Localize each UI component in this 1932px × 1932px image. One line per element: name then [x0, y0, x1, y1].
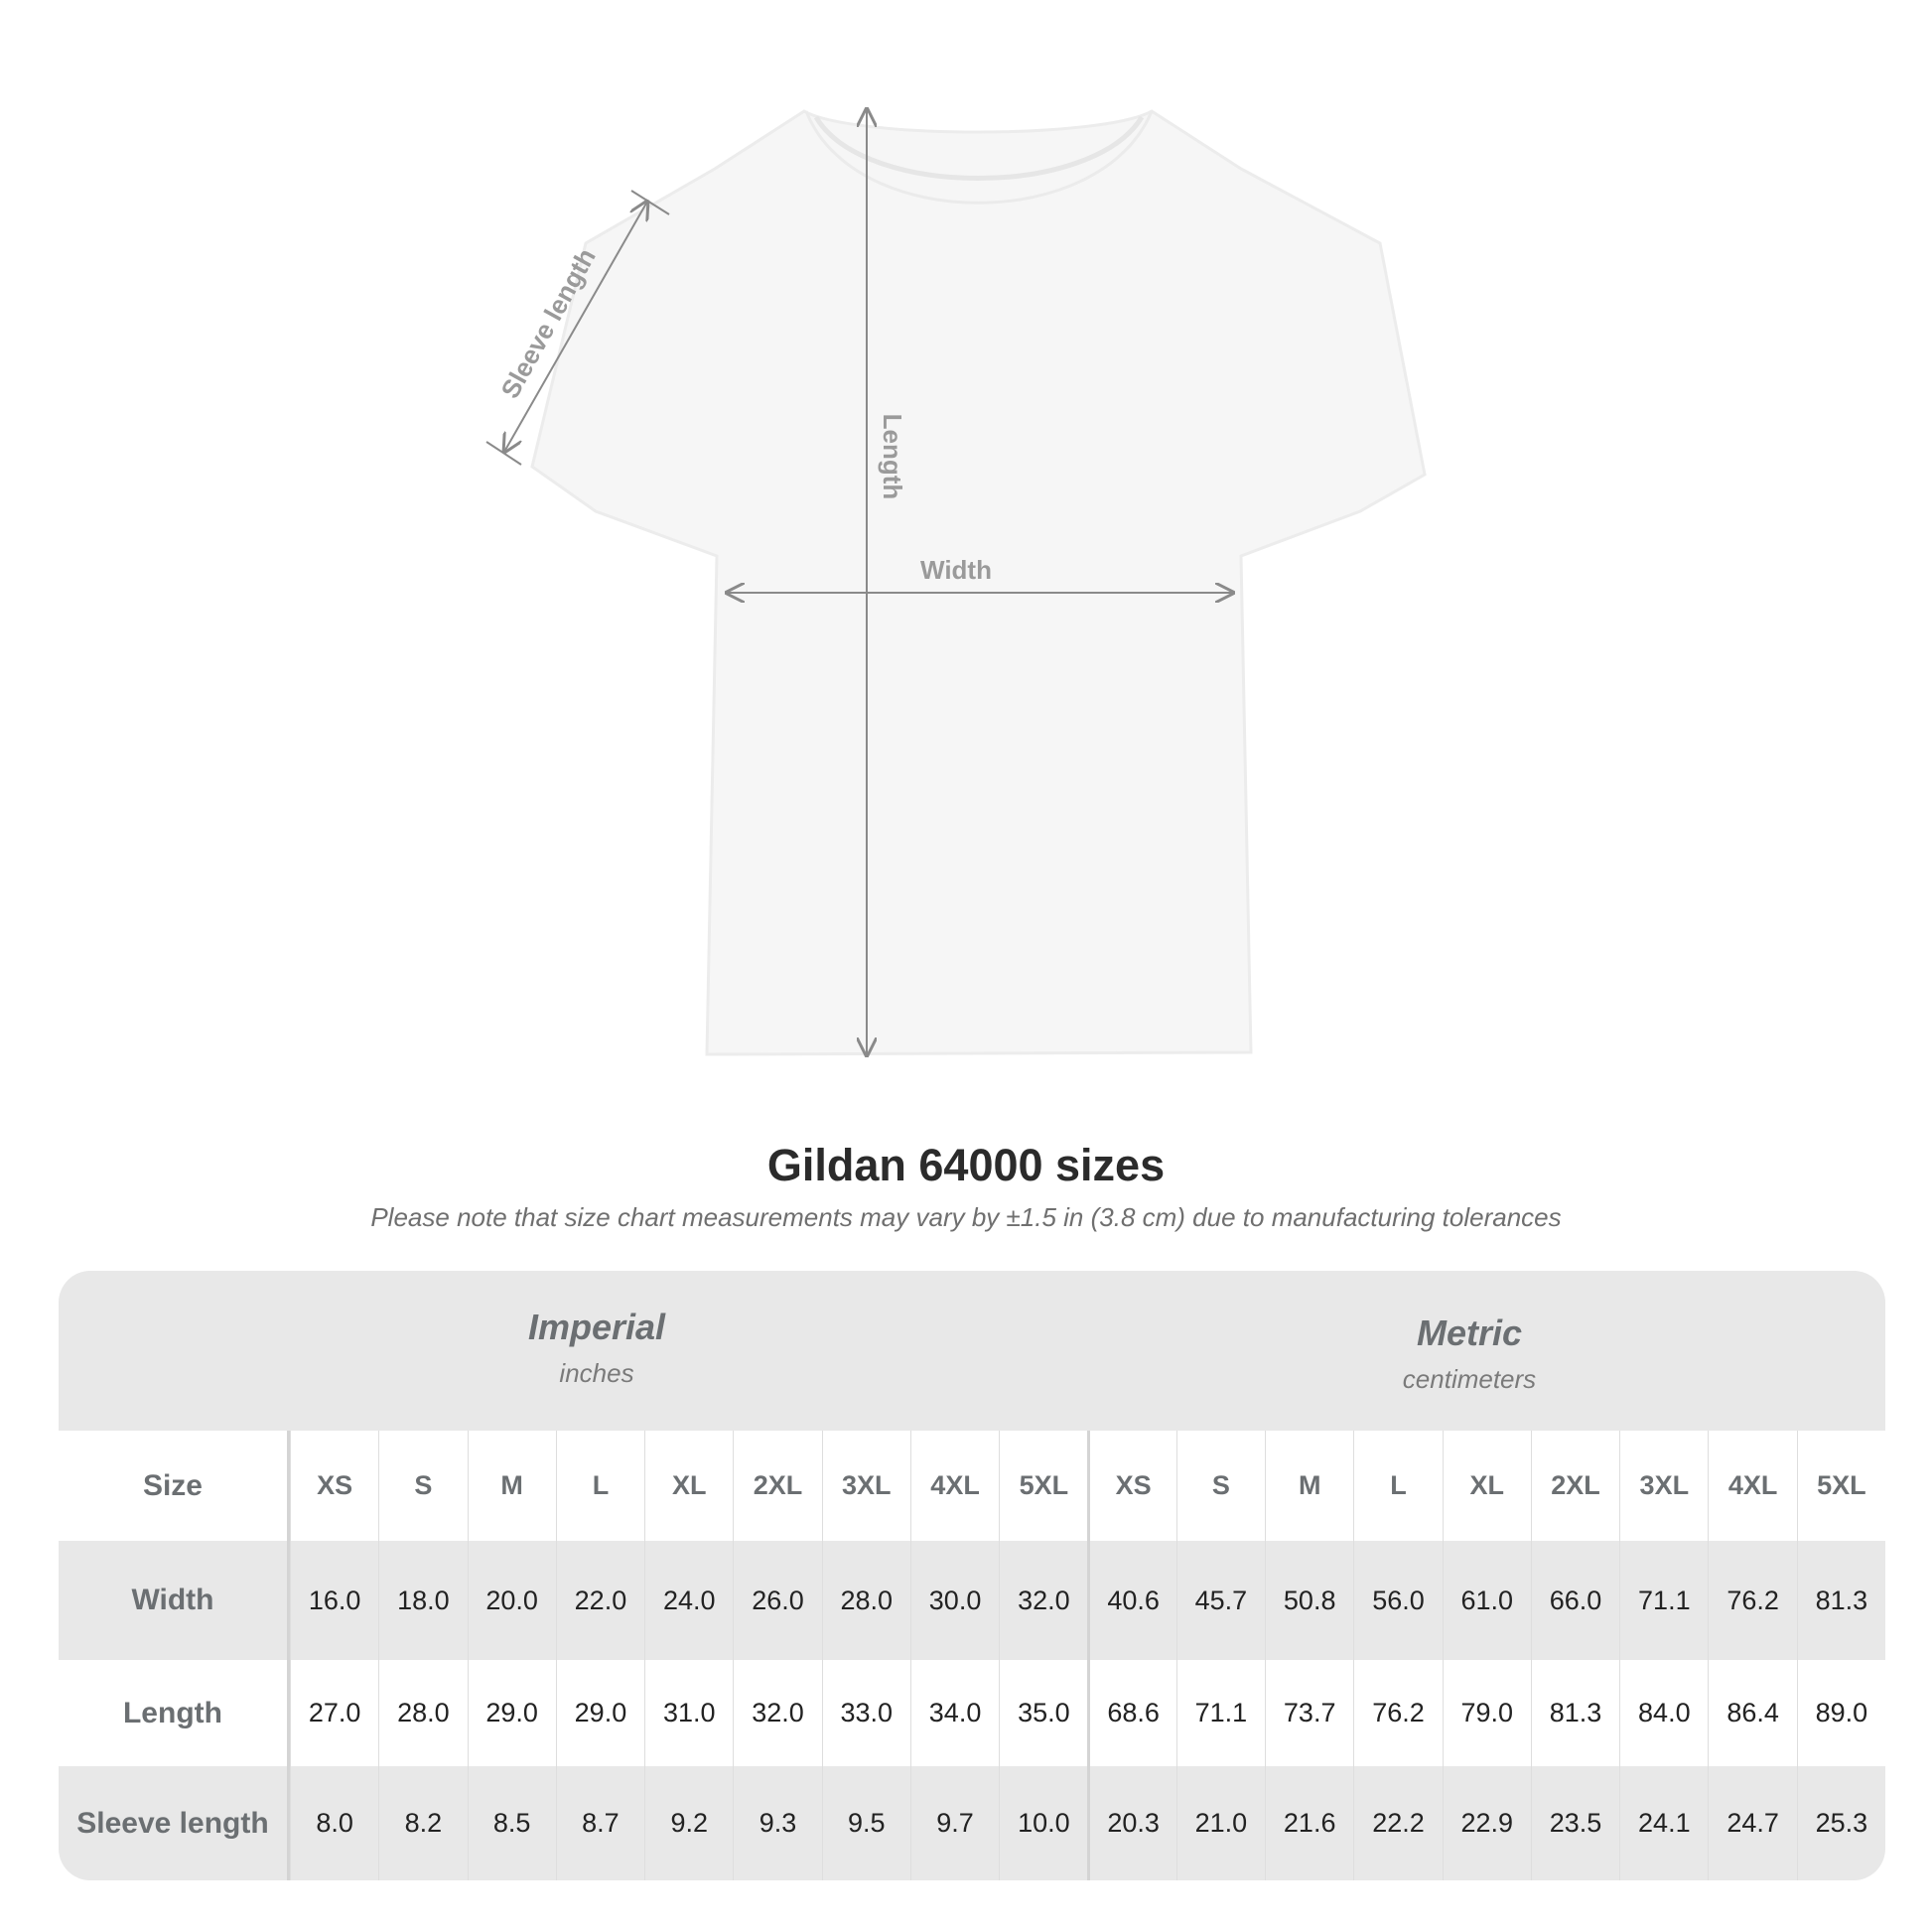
row-label: Sleeve length [59, 1766, 290, 1880]
table-cell-imperial: 27.0 [289, 1660, 378, 1766]
table-cell-imperial: 9.3 [733, 1766, 821, 1880]
table-cell-imperial: 18.0 [378, 1541, 467, 1660]
row-label: Width [59, 1541, 290, 1660]
table-cell-metric: 73.7 [1265, 1660, 1353, 1766]
size-header-imperial: 4XL [909, 1431, 999, 1541]
table-cell-metric: 24.7 [1708, 1766, 1796, 1880]
size-header-metric: 3XL [1619, 1431, 1708, 1541]
table-cell-metric: 81.3 [1796, 1541, 1885, 1660]
table-cell-imperial: 35.0 [999, 1660, 1087, 1766]
table-cell-imperial: 8.0 [289, 1766, 378, 1880]
table-cell-metric: 86.4 [1708, 1660, 1796, 1766]
table-cell-metric: 61.0 [1442, 1541, 1531, 1660]
table-row-sleeve-length: Sleeve length 8.0 8.2 8.5 8.7 9.2 9.3 9.5 9.7 10.… [59, 1766, 1885, 1880]
table-cell-metric: 76.2 [1708, 1541, 1796, 1660]
imperial-header: Imperial inches [348, 1307, 845, 1389]
table-cell-imperial: 32.0 [999, 1541, 1087, 1660]
metric-unit: centimeters [1402, 1364, 1537, 1394]
table-cell-metric: 66.0 [1530, 1541, 1619, 1660]
size-header-imperial: XL [644, 1431, 733, 1541]
size-header-metric: XL [1442, 1431, 1531, 1541]
table-cell-metric: 45.7 [1175, 1541, 1265, 1660]
size-header-imperial: L [555, 1431, 644, 1541]
size-header-row: Size XS S M L XL 2XL 3XL 4XL 5XL XS S M L XL 2XL 3XL 4XL… [59, 1431, 1885, 1541]
table-cell-imperial: 20.0 [467, 1541, 556, 1660]
table-cell-imperial: 8.7 [555, 1766, 644, 1880]
table-cell-metric: 56.0 [1353, 1541, 1442, 1660]
table-cell-metric: 21.0 [1175, 1766, 1265, 1880]
table-row-length: Length 27.0 28.0 29.0 29.0 31.0 32.0 33.0 34.0 35… [59, 1660, 1885, 1766]
width-label: Width [920, 555, 992, 585]
size-header-metric: XS [1087, 1431, 1175, 1541]
metric-header: Metric centimeters [1221, 1312, 1718, 1395]
size-header-metric: 4XL [1708, 1431, 1796, 1541]
tshirt-diagram: Sleeve length Length Width [485, 0, 1427, 1112]
size-header-imperial: 3XL [821, 1431, 910, 1541]
size-header-imperial: XS [289, 1431, 378, 1541]
length-label: Length [878, 414, 907, 500]
tolerance-note: Please note that size chart measurements… [370, 1202, 1562, 1232]
table-cell-imperial: 8.5 [467, 1766, 556, 1880]
size-header-metric: L [1353, 1431, 1442, 1541]
table-cell-imperial: 22.0 [555, 1541, 644, 1660]
table-cell-metric: 76.2 [1353, 1660, 1442, 1766]
table-cell-imperial: 8.2 [378, 1766, 467, 1880]
table-cell-imperial: 9.2 [644, 1766, 733, 1880]
size-table: Imperial inches Metric centimeters Size … [59, 1271, 1885, 1880]
table-cell-imperial: 10.0 [999, 1766, 1087, 1880]
table-cell-imperial: 29.0 [555, 1660, 644, 1766]
size-header-imperial: M [467, 1431, 556, 1541]
table-cell-metric: 81.3 [1530, 1660, 1619, 1766]
size-header-imperial: 2XL [733, 1431, 821, 1541]
size-header-metric: S [1175, 1431, 1265, 1541]
table-cell-imperial: 26.0 [733, 1541, 821, 1660]
page-title: Gildan 64000 sizes [766, 1140, 1166, 1190]
table-cell-metric: 68.6 [1087, 1660, 1175, 1766]
size-header-metric: 2XL [1530, 1431, 1619, 1541]
metric-title: Metric [1416, 1312, 1523, 1353]
table-cell-imperial: 24.0 [644, 1541, 733, 1660]
table-cell-metric: 23.5 [1530, 1766, 1619, 1880]
table-cell-imperial: 31.0 [644, 1660, 733, 1766]
size-header-imperial: 5XL [999, 1431, 1087, 1541]
imperial-unit: inches [559, 1358, 634, 1388]
table-cell-imperial: 9.5 [821, 1766, 910, 1880]
imperial-title: Imperial [527, 1307, 666, 1347]
table-cell-metric: 24.1 [1619, 1766, 1708, 1880]
table-cell-metric: 20.3 [1087, 1766, 1175, 1880]
table-cell-imperial: 28.0 [821, 1541, 910, 1660]
size-header-imperial: S [378, 1431, 467, 1541]
table-cell-metric: 50.8 [1265, 1541, 1353, 1660]
row-label: Length [59, 1660, 290, 1766]
size-label: Size [59, 1431, 290, 1541]
table-cell-imperial: 30.0 [909, 1541, 999, 1660]
table-cell-imperial: 29.0 [467, 1660, 556, 1766]
sleeve-arrow [504, 202, 647, 452]
table-cell-imperial: 32.0 [733, 1660, 821, 1766]
unit-header-band: Imperial inches Metric centimeters [59, 1271, 1885, 1431]
table-cell-metric: 89.0 [1796, 1660, 1885, 1766]
table-cell-metric: 71.1 [1619, 1541, 1708, 1660]
table-cell-imperial: 28.0 [378, 1660, 467, 1766]
size-header-metric: M [1265, 1431, 1353, 1541]
table-cell-metric: 22.9 [1442, 1766, 1531, 1880]
table-cell-imperial: 34.0 [909, 1660, 999, 1766]
table-row-width: Width 16.0 18.0 20.0 22.0 24.0 26.0 28.0 30.0 32.… [59, 1541, 1885, 1660]
size-header-metric: 5XL [1796, 1431, 1885, 1541]
table-cell-metric: 71.1 [1175, 1660, 1265, 1766]
table-cell-imperial: 9.7 [909, 1766, 999, 1880]
table-cell-imperial: 16.0 [289, 1541, 378, 1660]
table-cell-metric: 79.0 [1442, 1660, 1531, 1766]
table-cell-metric: 22.2 [1353, 1766, 1442, 1880]
table-cell-metric: 40.6 [1087, 1541, 1175, 1660]
table-cell-metric: 21.6 [1265, 1766, 1353, 1880]
table-cell-imperial: 33.0 [821, 1660, 910, 1766]
table-cell-metric: 25.3 [1796, 1766, 1885, 1880]
table-cell-metric: 84.0 [1619, 1660, 1708, 1766]
